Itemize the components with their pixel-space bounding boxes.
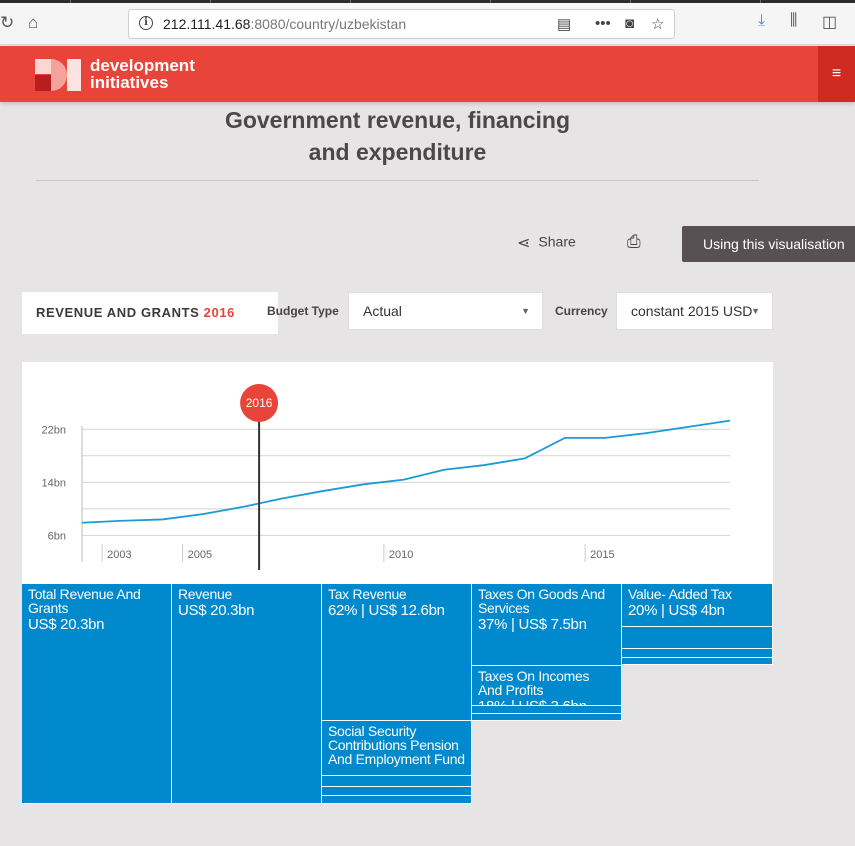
treemap-cell-total-revenue[interactable]: Total Revenue And Grants US$ 20.3bn	[22, 584, 172, 804]
y-tick-label: 14bn	[42, 477, 66, 489]
currency-label: Currency	[555, 304, 608, 318]
page-actions-icon[interactable]: •••	[595, 15, 611, 32]
reader-view-icon[interactable]: ▤	[557, 16, 572, 33]
url-text[interactable]: 212.111.41.68:8080/country/uzbekistan	[163, 16, 407, 32]
download-icon[interactable]: ⤓	[758, 12, 766, 29]
revenue-treemap: Total Revenue And Grants US$ 20.3bn Reve…	[22, 584, 773, 804]
series-line	[81, 419, 731, 524]
x-tick-label: 2003	[107, 549, 131, 561]
treemap-sliver[interactable]	[472, 714, 622, 721]
chart-svg: 6bn 14bn 22bn 2003 2005 2010 2015 2016	[42, 384, 731, 570]
sidebar-icon[interactable]: ◫	[822, 14, 838, 31]
revenue-line-chart: 6bn 14bn 22bn 2003 2005 2010 2015 2016	[22, 362, 773, 584]
print-icon[interactable]: ⎙	[627, 232, 641, 251]
chevron-down-icon: ▼	[521, 306, 530, 316]
treemap-sliver[interactable]	[472, 706, 622, 714]
share-icon: ⋖	[517, 235, 531, 252]
treemap-sliver[interactable]	[622, 649, 773, 658]
treemap-sliver[interactable]	[322, 787, 472, 796]
y-tick-label: 6bn	[48, 530, 66, 542]
x-tick-label: 2015	[590, 549, 614, 561]
treemap-sliver[interactable]	[322, 796, 472, 804]
browser-toolbar: ↻ ⌂ i 212.111.41.68:8080/country/uzbekis…	[0, 0, 855, 45]
divider	[36, 180, 759, 181]
currency-select[interactable]: constant 2015 USD ▼	[616, 292, 773, 330]
section-title: REVENUE AND GRANTS 2016	[22, 292, 278, 334]
treemap-cell-social-security[interactable]: Social Security Contributions Pension An…	[322, 721, 472, 776]
chevron-down-icon: ▼	[751, 306, 760, 316]
home-icon[interactable]: ⌂	[28, 13, 39, 32]
pocket-icon[interactable]: ◙	[625, 15, 635, 32]
treemap-cell-revenue[interactable]: Revenue US$ 20.3bn	[172, 584, 322, 804]
treemap-sliver[interactable]	[622, 658, 773, 665]
x-tick-label: 2010	[389, 549, 413, 561]
treemap-cell-incomes-profits[interactable]: Taxes On Incomes And Profits 18% | US$ 3…	[472, 666, 622, 706]
budget-type-label: Budget Type	[267, 304, 339, 318]
library-icon[interactable]: ⫼	[790, 12, 798, 29]
tab-strip	[0, 0, 855, 3]
share-button[interactable]: ⋖ Share	[517, 233, 576, 252]
year-marker-label: 2016	[246, 396, 273, 410]
y-tick-label: 22bn	[42, 424, 66, 436]
brand-name[interactable]: development initiatives	[90, 56, 195, 92]
x-tick-label: 2005	[188, 549, 212, 561]
using-visualisation-button[interactable]: Using this visualisation	[682, 226, 855, 262]
treemap-sliver[interactable]	[622, 627, 773, 649]
treemap-cell-tax-revenue[interactable]: Tax Revenue 62% | US$ 12.6bn	[322, 584, 472, 721]
treemap-sliver[interactable]	[322, 776, 472, 787]
address-bar[interactable]: i 212.111.41.68:8080/country/uzbekistan …	[128, 9, 675, 39]
bookmark-star-icon[interactable]: ☆	[651, 16, 665, 33]
reload-icon[interactable]: ↻	[0, 13, 15, 32]
page-title: Government revenue, financing and expend…	[224, 107, 571, 165]
site-header: development initiatives ≡	[0, 46, 855, 102]
site-info-icon[interactable]: i	[139, 16, 153, 30]
treemap-cell-goods-services[interactable]: Taxes On Goods And Services 37% | US$ 7.…	[472, 584, 622, 666]
budget-type-select[interactable]: Actual ▼	[348, 292, 543, 330]
hamburger-menu-icon[interactable]: ≡	[818, 46, 855, 102]
treemap-cell-vat[interactable]: Value- Added Tax 20% | US$ 4bn	[622, 584, 773, 627]
di-logo[interactable]	[35, 59, 83, 91]
year-marker-badge	[240, 384, 279, 422]
